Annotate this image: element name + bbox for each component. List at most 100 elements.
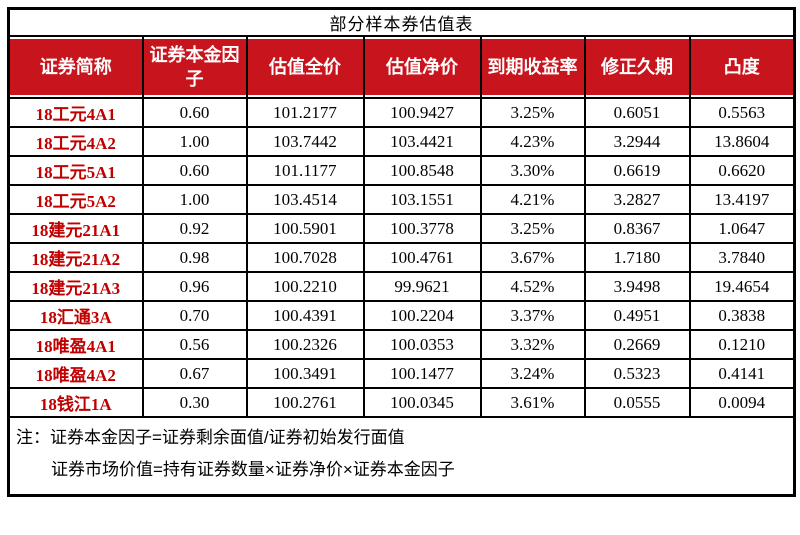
value-cell: 0.30 bbox=[141, 387, 248, 418]
value-cell: 0.92 bbox=[141, 213, 248, 244]
value-cell: 100.1477 bbox=[362, 358, 482, 389]
value-cell: 0.67 bbox=[141, 358, 248, 389]
title-row: 部分样本券估值表 bbox=[7, 7, 796, 37]
security-name-cell: 18钱江1A bbox=[7, 387, 144, 418]
table-row: 18工元5A2 1.00 103.4514 103.1551 4.21% 3.2827 13… bbox=[7, 184, 796, 215]
security-name-cell: 18汇通3A bbox=[7, 300, 144, 331]
value-cell: 100.8548 bbox=[362, 155, 482, 186]
col-header-full-price: 估值全价 bbox=[245, 35, 365, 99]
col-header-modified-duration: 修正久期 bbox=[583, 35, 691, 99]
value-cell: 103.1551 bbox=[362, 184, 482, 215]
value-cell: 0.8367 bbox=[583, 213, 691, 244]
value-cell: 3.25% bbox=[479, 97, 586, 128]
table-row: 18建元21A1 0.92 100.5901 100.3778 3.25% 0.8367 1… bbox=[7, 213, 796, 244]
value-cell: 100.2761 bbox=[245, 387, 365, 418]
table-title: 部分样本券估值表 bbox=[7, 7, 796, 37]
table-row: 18工元5A1 0.60 101.1177 100.8548 3.30% 0.6619 0.… bbox=[7, 155, 796, 186]
value-cell: 0.3838 bbox=[688, 300, 796, 331]
header-row: 证券简称 证券本金因子 估值全价 估值净价 到期收益率 修正久期 凸度 bbox=[7, 35, 796, 99]
value-cell: 101.1177 bbox=[245, 155, 365, 186]
value-cell: 4.23% bbox=[479, 126, 586, 157]
table-row: 18建元21A3 0.96 100.2210 99.9621 4.52% 3.9498 19… bbox=[7, 271, 796, 302]
value-cell: 0.6619 bbox=[583, 155, 691, 186]
col-header-net-price: 估值净价 bbox=[362, 35, 482, 99]
value-cell: 0.0094 bbox=[688, 387, 796, 418]
value-cell: 100.2210 bbox=[245, 271, 365, 302]
notes-row: 注：证券本金因子=证券剩余面值/证券初始发行面值 证券市场价值=持有证券数量×证… bbox=[7, 416, 796, 496]
value-cell: 13.8604 bbox=[688, 126, 796, 157]
value-cell: 3.9498 bbox=[583, 271, 691, 302]
value-cell: 0.60 bbox=[141, 155, 248, 186]
value-cell: 101.2177 bbox=[245, 97, 365, 128]
value-cell: 3.24% bbox=[479, 358, 586, 389]
security-name-cell: 18唯盈4A1 bbox=[7, 329, 144, 360]
value-cell: 103.4421 bbox=[362, 126, 482, 157]
table-row: 18唯盈4A1 0.56 100.2326 100.0353 3.32% 0.2669 0.… bbox=[7, 329, 796, 360]
security-name-cell: 18工元4A1 bbox=[7, 97, 144, 128]
value-cell: 100.9427 bbox=[362, 97, 482, 128]
value-cell: 100.2326 bbox=[245, 329, 365, 360]
value-cell: 0.70 bbox=[141, 300, 248, 331]
value-cell: 100.0345 bbox=[362, 387, 482, 418]
value-cell: 0.6051 bbox=[583, 97, 691, 128]
value-cell: 0.2669 bbox=[583, 329, 691, 360]
table-notes: 注：证券本金因子=证券剩余面值/证券初始发行面值 证券市场价值=持有证券数量×证… bbox=[7, 416, 796, 496]
table-row: 18钱江1A 0.30 100.2761 100.0345 3.61% 0.0555 0.0… bbox=[7, 387, 796, 418]
note-line-1: 注：证券本金因子=证券剩余面值/证券初始发行面值 bbox=[16, 428, 405, 448]
value-cell: 0.96 bbox=[141, 271, 248, 302]
value-cell: 100.0353 bbox=[362, 329, 482, 360]
security-name-cell: 18工元5A2 bbox=[7, 184, 144, 215]
value-cell: 100.7028 bbox=[245, 242, 365, 273]
value-cell: 3.32% bbox=[479, 329, 586, 360]
value-cell: 100.3491 bbox=[245, 358, 365, 389]
value-cell: 0.98 bbox=[141, 242, 248, 273]
value-cell: 1.00 bbox=[141, 126, 248, 157]
value-cell: 4.52% bbox=[479, 271, 586, 302]
col-header-yield-to-maturity: 到期收益率 bbox=[479, 35, 586, 99]
value-cell: 4.21% bbox=[479, 184, 586, 215]
value-cell: 0.1210 bbox=[688, 329, 796, 360]
value-cell: 3.7840 bbox=[688, 242, 796, 273]
value-cell: 0.0555 bbox=[583, 387, 691, 418]
value-cell: 0.5563 bbox=[688, 97, 796, 128]
table-row: 18工元4A2 1.00 103.7442 103.4421 4.23% 3.2944 13… bbox=[7, 126, 796, 157]
value-cell: 3.37% bbox=[479, 300, 586, 331]
bond-valuation-table: 部分样本券估值表 证券简称 证券本金因子 估值全价 估值净价 到期收益率 修正久… bbox=[7, 7, 796, 497]
value-cell: 100.2204 bbox=[362, 300, 482, 331]
value-cell: 3.61% bbox=[479, 387, 586, 418]
table-row: 18汇通3A 0.70 100.4391 100.2204 3.37% 0.4951 0.3… bbox=[7, 300, 796, 331]
value-cell: 103.7442 bbox=[245, 126, 365, 157]
value-cell: 100.4391 bbox=[245, 300, 365, 331]
security-name-cell: 18建元21A2 bbox=[7, 242, 144, 273]
value-cell: 3.2944 bbox=[583, 126, 691, 157]
value-cell: 1.7180 bbox=[583, 242, 691, 273]
value-cell: 0.4141 bbox=[688, 358, 796, 389]
value-cell: 3.2827 bbox=[583, 184, 691, 215]
value-cell: 0.4951 bbox=[583, 300, 691, 331]
value-cell: 13.4197 bbox=[688, 184, 796, 215]
value-cell: 100.5901 bbox=[245, 213, 365, 244]
value-cell: 3.25% bbox=[479, 213, 586, 244]
value-cell: 1.0647 bbox=[688, 213, 796, 244]
value-cell: 3.30% bbox=[479, 155, 586, 186]
value-cell: 0.56 bbox=[141, 329, 248, 360]
value-cell: 100.4761 bbox=[362, 242, 482, 273]
value-cell: 19.4654 bbox=[688, 271, 796, 302]
value-cell: 100.3778 bbox=[362, 213, 482, 244]
table-row: 18唯盈4A2 0.67 100.3491 100.1477 3.24% 0.5323 0.… bbox=[7, 358, 796, 389]
table-row: 18工元4A1 0.60 101.2177 100.9427 3.25% 0.6051 0.… bbox=[7, 97, 796, 128]
value-cell: 1.00 bbox=[141, 184, 248, 215]
value-cell: 0.60 bbox=[141, 97, 248, 128]
security-name-cell: 18建元21A3 bbox=[7, 271, 144, 302]
col-header-security-name: 证券简称 bbox=[7, 35, 144, 99]
table-body: 18工元4A1 0.60 101.2177 100.9427 3.25% 0.6051 0.… bbox=[7, 97, 796, 418]
security-name-cell: 18工元5A1 bbox=[7, 155, 144, 186]
security-name-cell: 18建元21A1 bbox=[7, 213, 144, 244]
note-line-2: 证券市场价值=持有证券数量×证券净价×证券本金因子 bbox=[51, 459, 455, 479]
col-header-convexity: 凸度 bbox=[688, 35, 796, 99]
col-header-principal-factor: 证券本金因子 bbox=[141, 35, 248, 99]
security-name-cell: 18唯盈4A2 bbox=[7, 358, 144, 389]
value-cell: 99.9621 bbox=[362, 271, 482, 302]
value-cell: 103.4514 bbox=[245, 184, 365, 215]
